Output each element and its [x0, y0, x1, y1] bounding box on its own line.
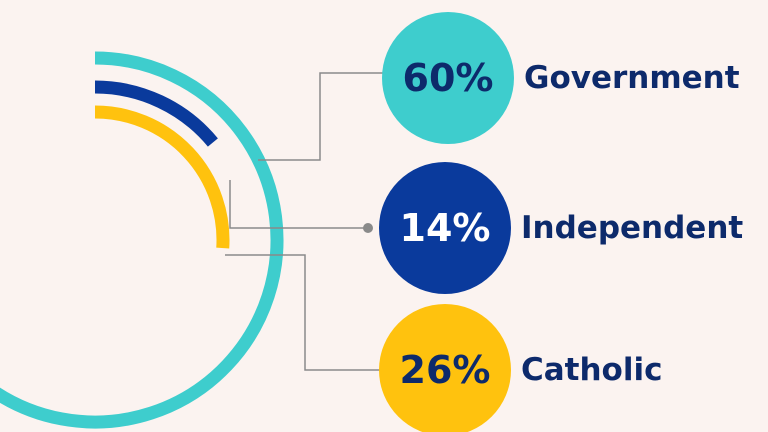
radial-bar — [94, 105, 230, 249]
category-label: Catholic — [521, 352, 662, 388]
radial-bar — [94, 80, 218, 147]
value-bubble — [379, 304, 511, 432]
value-bubble — [379, 162, 511, 294]
radial-bar — [0, 51, 284, 429]
connector-dot — [363, 223, 373, 233]
value-label: 26% — [400, 348, 491, 392]
connector — [258, 72, 390, 161]
connector — [229, 180, 368, 229]
value-bubble — [382, 12, 514, 144]
category-label: Independent — [521, 210, 743, 246]
value-label: 14% — [400, 206, 491, 250]
category-label: Government — [524, 60, 740, 96]
connector — [225, 254, 385, 371]
value-label: 60% — [403, 56, 494, 100]
